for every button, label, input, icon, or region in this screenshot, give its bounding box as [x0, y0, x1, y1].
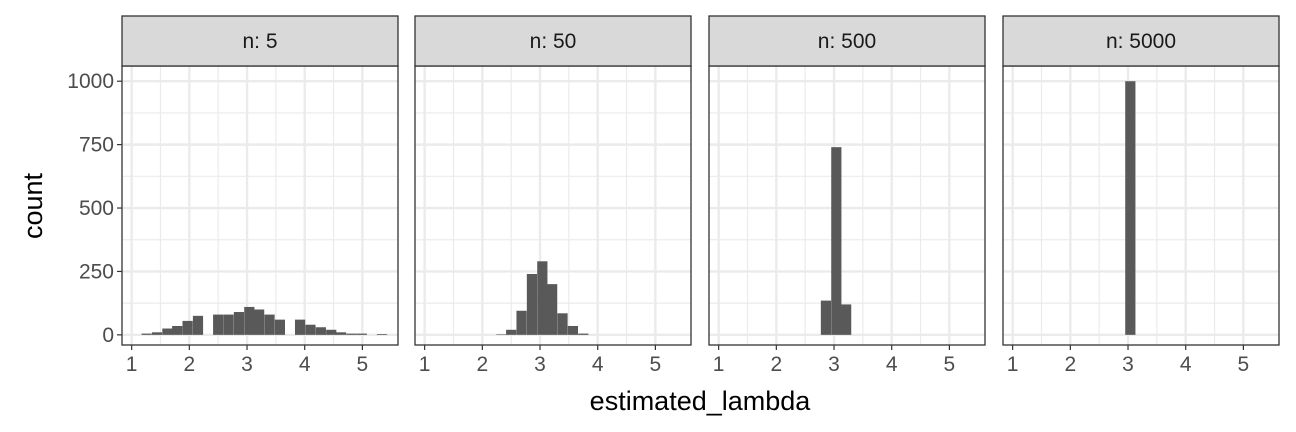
y-tick-label: 1000 — [67, 70, 114, 93]
x-axis-title: estimated_lambda — [590, 386, 812, 416]
facet-strip-label: n: 5 — [242, 30, 277, 53]
histogram-bar — [831, 147, 842, 335]
histogram-bar — [192, 315, 204, 335]
histogram-bar — [346, 333, 357, 335]
x-tick-label: 3 — [241, 353, 253, 376]
histogram-bar — [274, 319, 286, 335]
x-tick-label: 2 — [1064, 353, 1076, 376]
histogram-bar — [356, 333, 367, 335]
histogram-bar — [557, 313, 568, 335]
y-tick-label: 500 — [79, 197, 114, 220]
x-tick-label: 3 — [534, 353, 546, 376]
facet-strip-label: n: 50 — [530, 30, 577, 53]
histogram-bar — [567, 325, 579, 335]
histogram-bar — [172, 325, 183, 335]
histogram-bar — [326, 329, 337, 335]
y-axis-title: count — [18, 172, 48, 239]
histogram-bar — [506, 329, 517, 335]
facet-strip-label: n: 5000 — [1106, 30, 1176, 53]
histogram-bar — [315, 327, 326, 335]
x-tick-label: 5 — [944, 353, 956, 376]
x-tick-label: 3 — [1122, 353, 1134, 376]
y-tick-label: 250 — [79, 260, 114, 283]
x-tick-label: 5 — [357, 353, 369, 376]
x-tick-label: 1 — [419, 353, 431, 376]
facet-panels: n: 5 1 2 3 4 5 n: 50 1 2 3 4 5 n: 500 1 2 3 4 5 n: 5000 1 2 3… — [121, 15, 1280, 376]
x-tick-label: 2 — [770, 353, 782, 376]
x-tick-label: 5 — [650, 353, 662, 376]
facet-panel: n: 5000 1 2 3 4 5 — [1002, 15, 1280, 376]
x-tick-label: 3 — [828, 353, 840, 376]
x-tick-label: 1 — [126, 353, 138, 376]
histogram-bar — [223, 314, 234, 335]
histogram-bar — [526, 273, 538, 335]
x-tick-label: 1 — [713, 353, 725, 376]
x-tick-label: 2 — [476, 353, 488, 376]
histogram-bar — [1125, 81, 1136, 335]
x-tick-label: 4 — [886, 353, 898, 376]
histogram-bar — [496, 334, 507, 335]
x-tick-label: 4 — [299, 353, 311, 376]
histogram-bar — [162, 328, 173, 335]
x-tick-label: 1 — [1007, 353, 1019, 376]
histogram-bar — [516, 310, 527, 335]
facet-panel: n: 50 1 2 3 4 5 — [414, 15, 692, 376]
histogram-bar — [537, 261, 548, 335]
histogram-bar — [376, 334, 388, 335]
histogram-bar — [233, 312, 245, 335]
histogram-bar — [547, 284, 558, 335]
y-tick-label: 750 — [79, 134, 114, 157]
histogram-bar — [213, 314, 224, 335]
facet-strip — [708, 15, 986, 67]
histogram-bar — [141, 333, 152, 335]
facet-strip-label: n: 500 — [818, 30, 876, 53]
facet-strip — [121, 15, 399, 67]
histogram-bar — [254, 309, 265, 335]
x-tick-label: 4 — [1180, 353, 1192, 376]
histogram-bar — [305, 324, 316, 335]
x-tick-label: 2 — [183, 353, 195, 376]
x-tick-label: 4 — [592, 353, 604, 376]
facet-strip — [414, 15, 692, 67]
y-axis: 0 250 500 750 1000 — [67, 70, 122, 347]
histogram-bar — [264, 314, 275, 335]
histogram-bar — [335, 332, 347, 335]
histogram-bar — [182, 320, 193, 335]
histogram-bar — [294, 319, 306, 335]
facet-strip — [1002, 15, 1280, 67]
facet-panel: n: 500 1 2 3 4 5 — [708, 15, 986, 376]
facet-panel: n: 5 1 2 3 4 5 — [121, 15, 399, 376]
histogram-bar — [820, 300, 832, 335]
x-tick-label: 5 — [1238, 353, 1250, 376]
histogram-bar — [244, 306, 255, 335]
histogram-bar — [841, 304, 852, 335]
histogram-bar — [151, 332, 163, 335]
histogram-bar — [578, 333, 589, 335]
y-tick-label: 0 — [102, 324, 114, 347]
